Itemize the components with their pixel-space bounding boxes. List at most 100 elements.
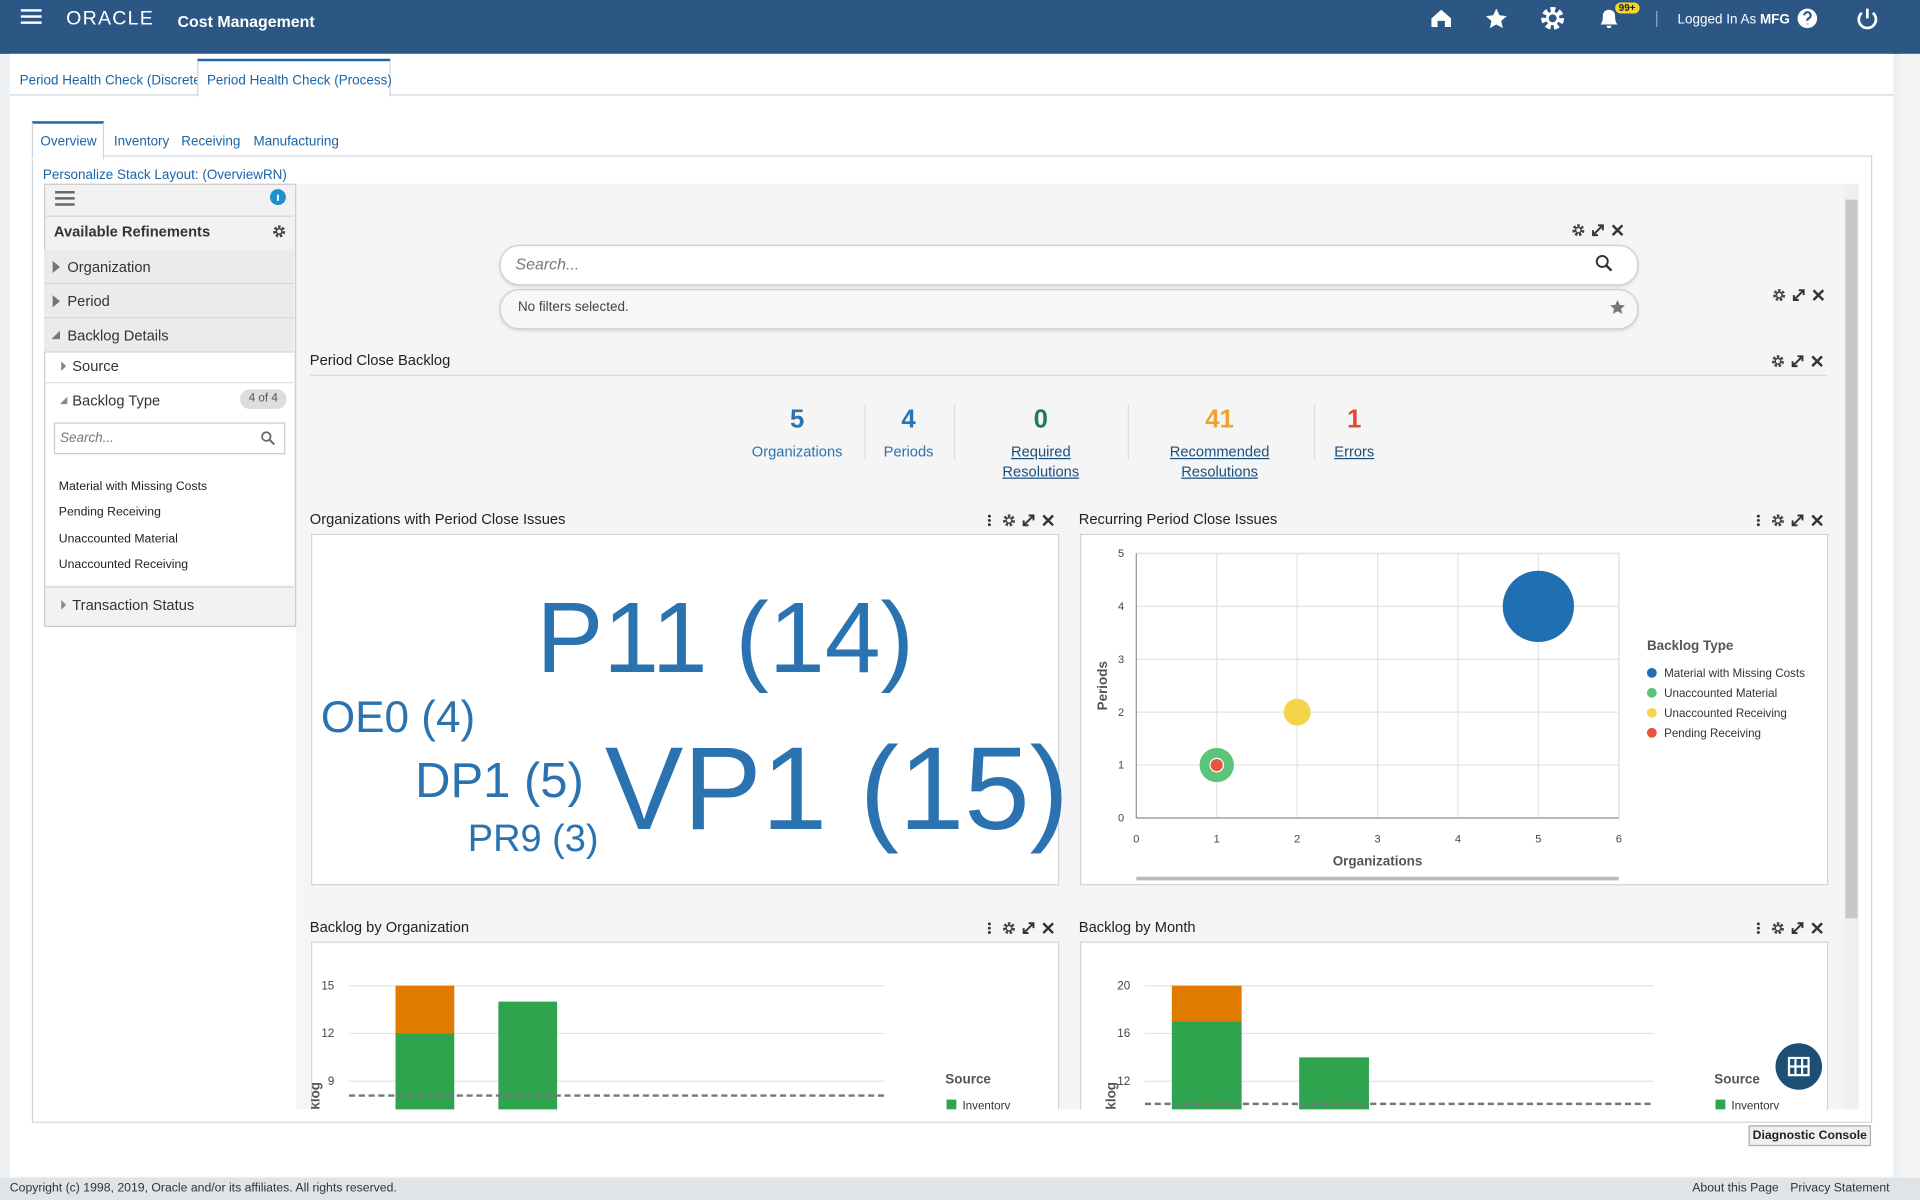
tab-active[interactable]: Period Health Check (Process) xyxy=(206,73,392,89)
divider xyxy=(45,382,294,384)
bubble[interactable] xyxy=(1209,757,1225,773)
logged-in: Logged In As MFG xyxy=(1678,12,1790,27)
refinement-row[interactable] xyxy=(44,249,294,285)
refinement-subgroup[interactable]: Backlog Type xyxy=(72,391,161,409)
refinement-search[interactable] xyxy=(53,422,286,455)
legend-label[interactable]: Inventory xyxy=(962,1099,1010,1112)
refinement-value[interactable]: Unaccounted Material xyxy=(58,532,178,547)
active-subtab-frame xyxy=(31,121,105,161)
refinement-group[interactable]: Period xyxy=(67,292,110,310)
subtab[interactable]: Receiving xyxy=(181,134,241,150)
legend-label[interactable]: Inventory xyxy=(1731,1099,1779,1112)
bar-segment[interactable] xyxy=(395,1033,455,1187)
cloud-word[interactable]: P11 (14) xyxy=(536,582,914,695)
bubble[interactable] xyxy=(1502,570,1575,643)
metric-divider xyxy=(864,404,866,460)
legend-swatch[interactable] xyxy=(946,1099,957,1110)
refinement-row[interactable] xyxy=(44,284,294,319)
refinement-value[interactable]: Pending Receiving xyxy=(58,505,161,520)
legend-label[interactable]: Unaccounted Material xyxy=(1664,687,1777,700)
y-tick-label: 12 xyxy=(321,1027,334,1040)
word-cloud: P11 (14) OE0 (4) DP1 (5) VP1 (15) PR9 (3) xyxy=(311,533,1069,886)
y-tick-label: 3 xyxy=(1118,654,1124,666)
bubble[interactable] xyxy=(1283,698,1311,726)
bar-segment[interactable] xyxy=(498,1001,558,1188)
x-tick-label: 5 xyxy=(1535,833,1541,845)
tab-rule xyxy=(9,94,1894,96)
cloud-word[interactable]: OE0 (4) xyxy=(320,691,476,743)
diagnostic-button[interactable]: Diagnostic Console xyxy=(1748,1125,1872,1147)
y-tick-label: 16 xyxy=(1117,1027,1130,1040)
filter-status: No filters selected. xyxy=(517,300,629,315)
legend-label[interactable]: Pending Receiving xyxy=(1664,727,1761,740)
legend-swatch[interactable] xyxy=(1646,687,1657,698)
tab[interactable]: Period Health Check (Discrete) xyxy=(19,73,206,89)
copyright: Copyright (c) 1998, 2019, Oracle and/or … xyxy=(9,1181,397,1196)
y-tick-label: 5 xyxy=(1118,548,1124,560)
cloud-word[interactable]: PR9 (3) xyxy=(467,816,599,860)
bar-segment[interactable] xyxy=(1171,985,1242,1022)
metric-value[interactable]: 1 xyxy=(1347,405,1362,434)
bar-segment[interactable] xyxy=(395,985,455,1034)
refinement-subgroup[interactable]: Transaction Status xyxy=(72,596,195,614)
page-scrollbar[interactable] xyxy=(1900,53,1920,1178)
legend-label[interactable]: Unaccounted Receiving xyxy=(1664,707,1787,720)
cloud-word[interactable]: VP1 (15) xyxy=(604,723,1069,855)
y-tick-label: 15 xyxy=(321,979,334,992)
refinement-value[interactable]: Unaccounted Receiving xyxy=(58,558,189,572)
y-tick-label: 0 xyxy=(1118,813,1124,825)
panel-title: Backlog by Month xyxy=(1078,918,1196,936)
footer-link[interactable]: Privacy Statement xyxy=(1790,1181,1890,1196)
panel-title: Period Close Backlog xyxy=(309,351,451,369)
personalize-link[interactable]: Personalize Stack Layout: (OverviewRN) xyxy=(42,167,287,183)
metric-label[interactable]: Required Resolutions xyxy=(1002,443,1080,480)
footer-link[interactable]: About this Page xyxy=(1692,1181,1779,1196)
legend-swatch[interactable] xyxy=(1715,1099,1726,1110)
subtab-panel xyxy=(31,155,1873,1123)
metric-value: 4 xyxy=(901,405,916,434)
refinement-group[interactable]: Organization xyxy=(67,258,151,276)
legend-label[interactable]: Material with Missing Costs xyxy=(1664,667,1805,680)
subtab[interactable]: Inventory xyxy=(113,134,170,150)
legend-swatch[interactable] xyxy=(1646,707,1657,718)
refinement-row[interactable] xyxy=(45,586,294,625)
metric-label: Periods xyxy=(883,443,934,461)
x-tick-label: 0 xyxy=(1133,833,1139,845)
subtab-active[interactable]: Overview xyxy=(40,134,97,150)
metric-value[interactable]: 41 xyxy=(1205,405,1234,434)
x-scrollbar[interactable] xyxy=(1136,876,1619,881)
bar-segment[interactable] xyxy=(1171,1021,1242,1188)
count-badge: 4 of 4 xyxy=(240,389,287,409)
cloud-word[interactable]: DP1 (5) xyxy=(415,754,584,809)
legend-title: Source xyxy=(1714,1072,1760,1087)
logged-in-label: Logged In As xyxy=(1677,12,1757,27)
bar-segment[interactable] xyxy=(1299,1057,1369,1187)
page-bottom xyxy=(9,1122,1894,1177)
panel-title: Backlog by Organization xyxy=(309,918,470,936)
legend-swatch[interactable] xyxy=(1646,667,1657,678)
subtab[interactable]: Manufacturing xyxy=(253,134,339,150)
footer-bar xyxy=(0,1177,1920,1200)
refinement-value[interactable]: Material with Missing Costs xyxy=(58,480,208,494)
search-bar[interactable] xyxy=(499,244,1639,286)
metric-value[interactable]: 0 xyxy=(1033,405,1048,434)
metric-label[interactable]: Errors xyxy=(1334,443,1375,461)
legend-swatch[interactable] xyxy=(1646,727,1657,738)
refinement-group[interactable]: Backlog Details xyxy=(67,326,169,345)
search-placeholder: Search... xyxy=(515,254,580,274)
user: MFG xyxy=(1759,12,1790,27)
y-tick-label: 20 xyxy=(1117,979,1130,992)
metric-label: Organizations xyxy=(751,443,843,461)
notification-badge[interactable]: 99+ xyxy=(1615,2,1640,14)
metric-divider xyxy=(1127,404,1129,460)
x-axis-label: Organizations xyxy=(1333,854,1423,869)
bubble-chart: 0 1 2 3 4 5 6 0 1 2 3 4 5 Organizations Periods Backlog… xyxy=(1095,548,1805,881)
metric-label[interactable]: Recommended Resolutions xyxy=(1169,443,1270,480)
refinement-row[interactable] xyxy=(44,318,294,353)
backlog-details-body xyxy=(45,352,294,586)
x-tick-label: 3 xyxy=(1374,833,1380,845)
refinement-subgroup[interactable]: Source xyxy=(72,357,119,375)
